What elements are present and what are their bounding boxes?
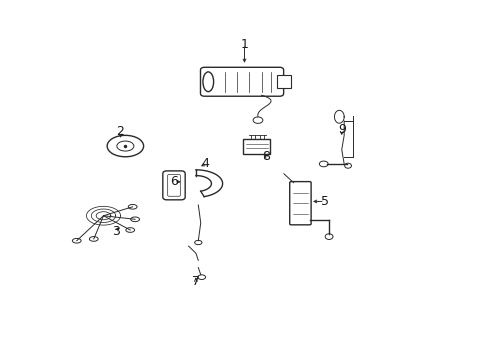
Text: 2: 2 — [116, 125, 124, 138]
Text: 6: 6 — [170, 175, 178, 188]
FancyBboxPatch shape — [167, 175, 180, 196]
Text: 9: 9 — [337, 123, 345, 136]
Ellipse shape — [130, 217, 139, 222]
Text: 7: 7 — [191, 275, 200, 288]
Text: 4: 4 — [201, 157, 209, 170]
Text: 5: 5 — [320, 195, 328, 208]
Ellipse shape — [72, 238, 81, 243]
Ellipse shape — [198, 275, 205, 279]
Ellipse shape — [203, 72, 213, 92]
Text: 3: 3 — [111, 225, 120, 238]
Ellipse shape — [194, 240, 202, 245]
Text: 8: 8 — [262, 150, 270, 163]
Ellipse shape — [107, 135, 143, 157]
Bar — [243, 139, 269, 154]
Ellipse shape — [117, 141, 134, 151]
Ellipse shape — [319, 161, 327, 167]
FancyBboxPatch shape — [289, 181, 310, 225]
FancyBboxPatch shape — [163, 171, 185, 200]
Ellipse shape — [344, 163, 351, 168]
Ellipse shape — [89, 237, 98, 241]
Bar — [277, 75, 290, 88]
Ellipse shape — [325, 234, 332, 239]
FancyBboxPatch shape — [200, 67, 283, 96]
Text: 1: 1 — [240, 38, 248, 51]
Ellipse shape — [128, 204, 137, 209]
Ellipse shape — [253, 117, 262, 123]
Ellipse shape — [125, 228, 134, 232]
